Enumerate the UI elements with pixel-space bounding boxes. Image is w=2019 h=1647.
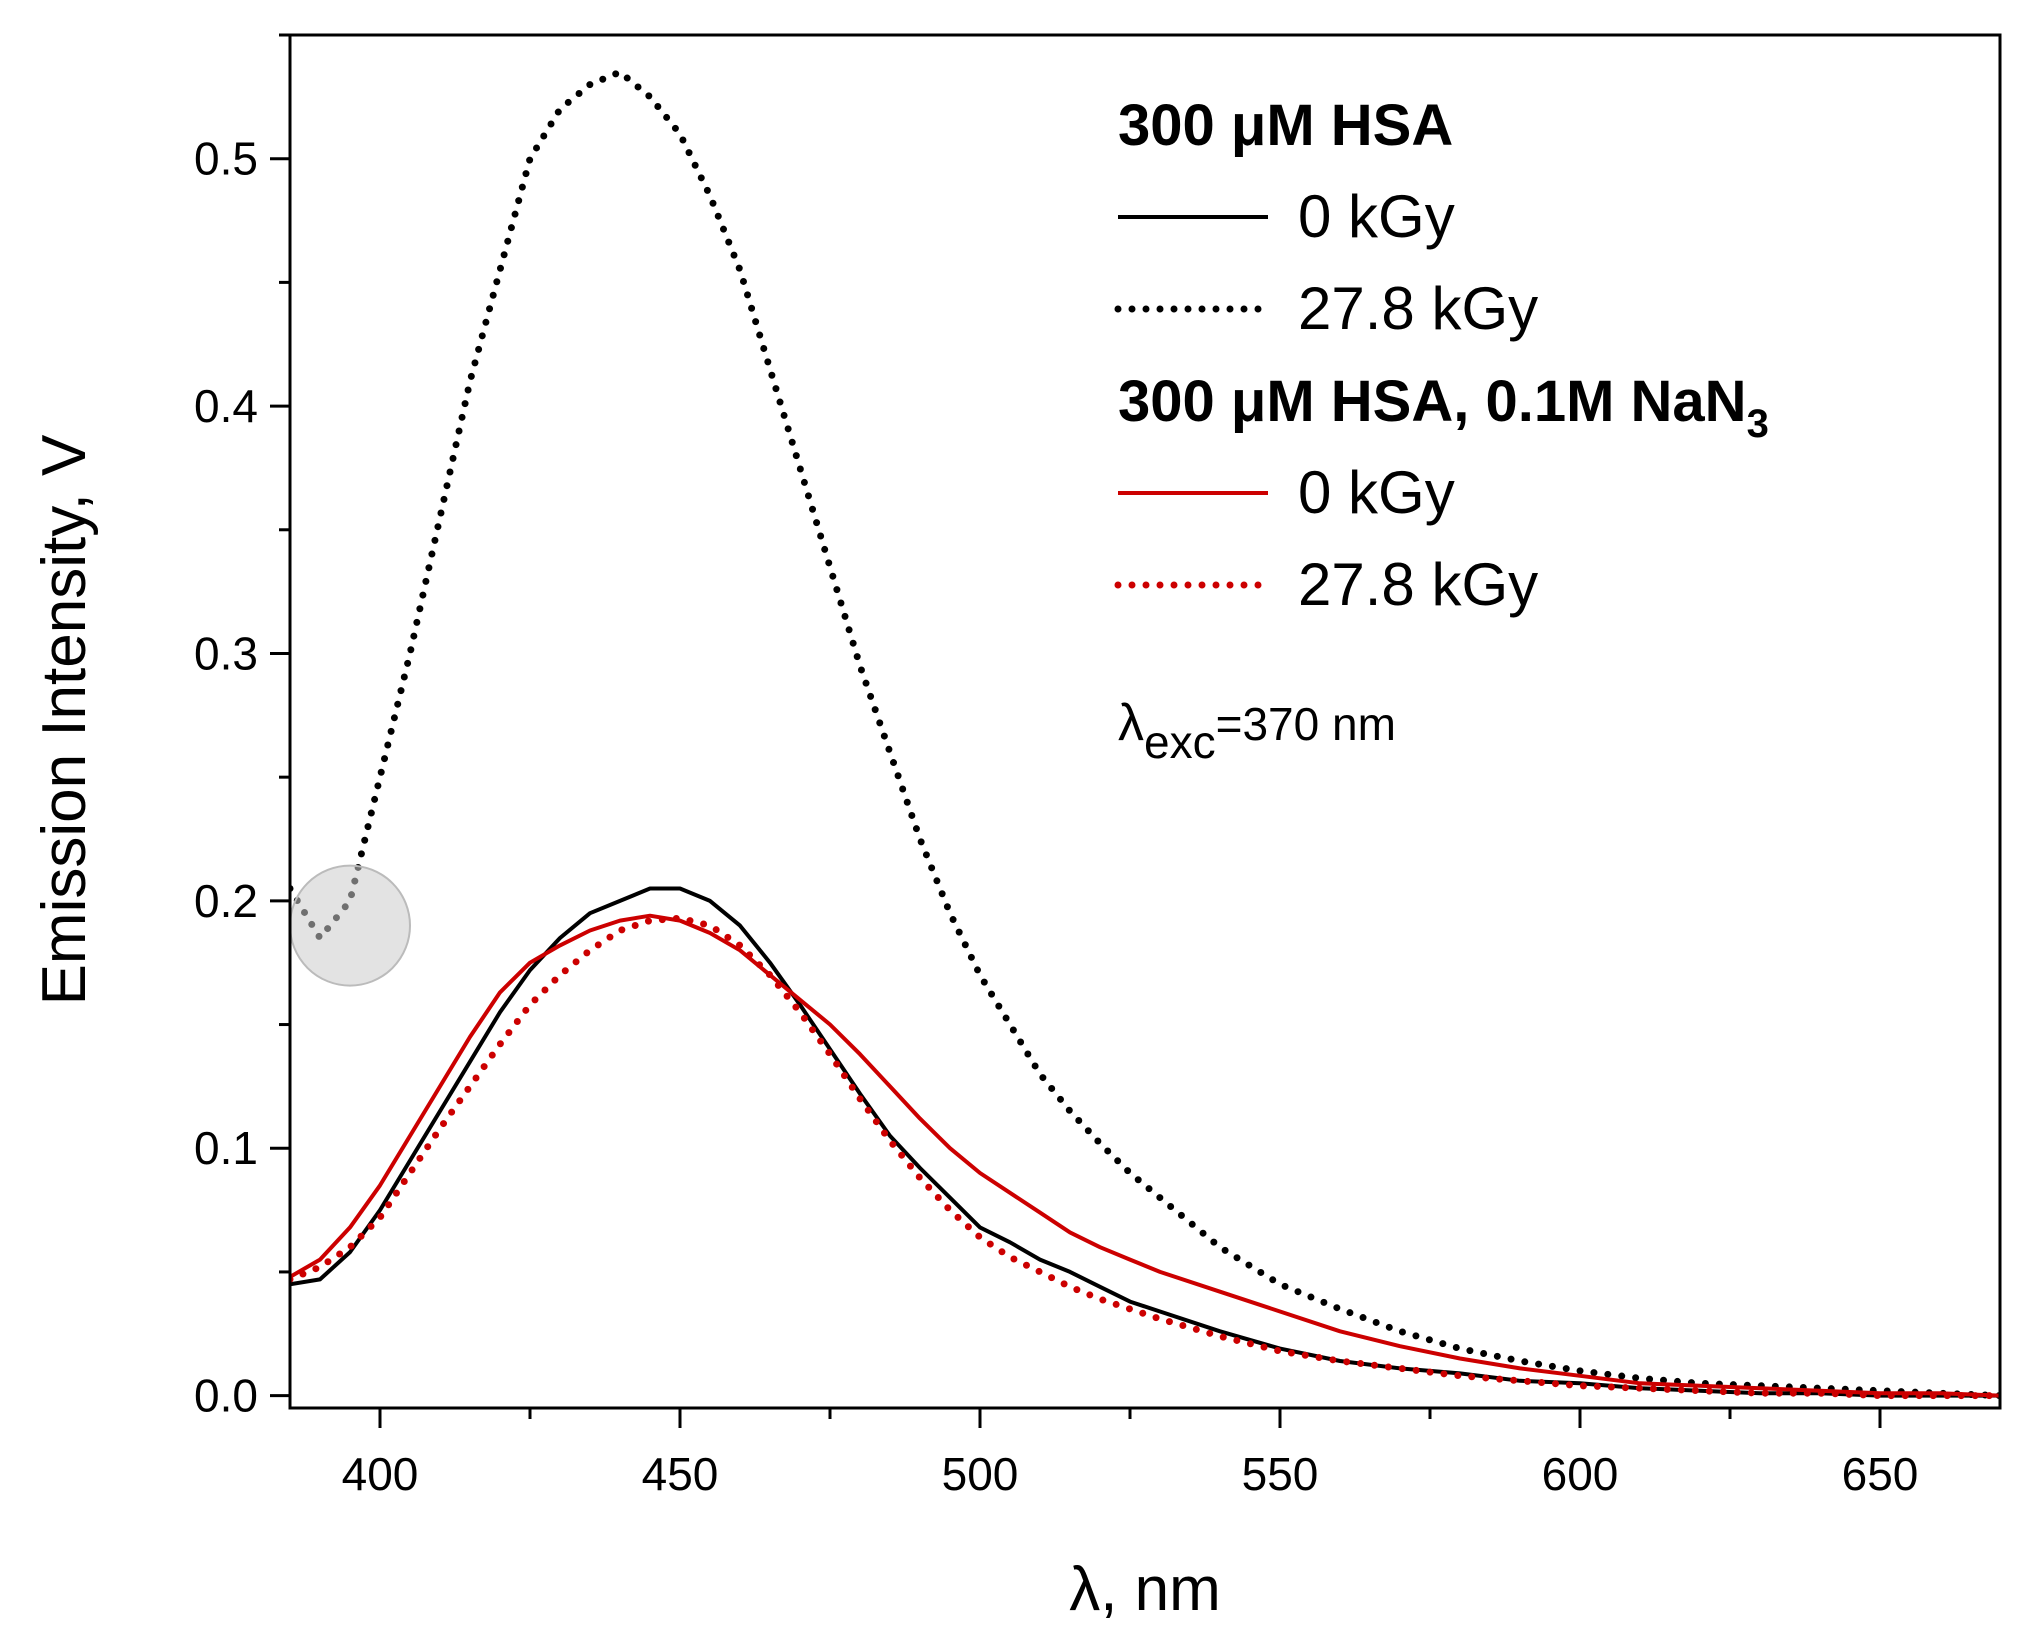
legend-group-title: 300 μM HSA, 0.1M NaN3 — [1118, 369, 1769, 446]
legend-group-title: 300 μM HSA — [1118, 93, 1453, 158]
y-tick-label: 0.3 — [194, 627, 258, 679]
x-tick-label: 650 — [1842, 1448, 1919, 1500]
legend-label: 0 kGy — [1298, 459, 1455, 526]
y-tick-label: 0.0 — [194, 1370, 258, 1422]
series-1-line — [290, 68, 2000, 1400]
legend-label: 0 kGy — [1298, 183, 1455, 250]
series-3-line — [290, 914, 2000, 1400]
y-tick-label: 0.5 — [194, 133, 258, 185]
x-tick-label: 550 — [1242, 1448, 1319, 1500]
excitation-wavelength: λexc=370 nm — [1118, 694, 1396, 768]
x-axis-title: λ, nm — [1069, 1555, 1221, 1624]
legend-label: 27.8 kGy — [1298, 551, 1538, 618]
x-tick-label: 500 — [942, 1448, 1019, 1500]
x-tick-label: 400 — [342, 1448, 419, 1500]
ticks-layer: 400 450 500 550 600 650 0.0 0.1 0.2 0.3 0.4 0.5 — [194, 33, 1919, 1500]
legend: 300 μM HSA 0 kGy 27.8 kGy 300 μM HSA, 0.1M … — [1114, 93, 1769, 618]
highlight-marker — [290, 864, 411, 987]
plot-frame — [288, 33, 2002, 1410]
series-2-line — [290, 913, 2000, 1398]
series-layer — [290, 68, 2000, 1400]
series-0-line — [290, 886, 2000, 1398]
legend-label: 27.8 kGy — [1298, 275, 1538, 342]
y-tick-label: 0.4 — [194, 380, 258, 432]
axis-titles: λ, nm Emission Intensity, V — [30, 434, 1221, 1624]
y-tick-label: 0.2 — [194, 875, 258, 927]
y-tick-label: 0.1 — [194, 1122, 258, 1174]
y-axis-title: Emission Intensity, V — [30, 434, 99, 1005]
x-tick-label: 450 — [642, 1448, 719, 1500]
excitation-annotation: λexc=370 nm — [1118, 694, 1396, 768]
x-tick-label: 600 — [1542, 1448, 1619, 1500]
